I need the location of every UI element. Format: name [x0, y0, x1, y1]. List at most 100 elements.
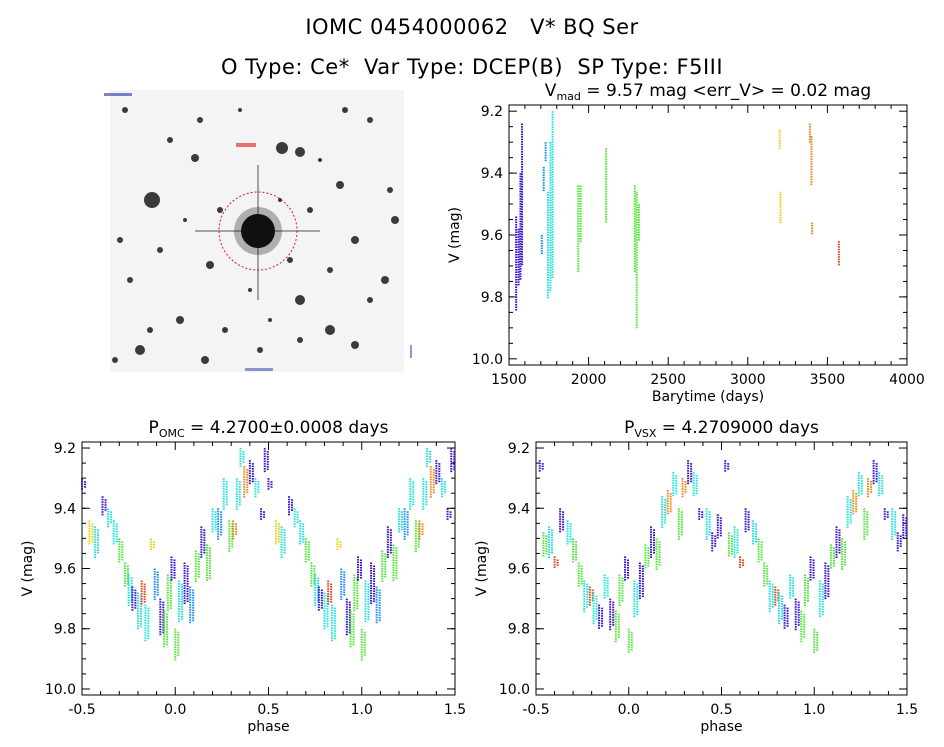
data-point-5-1b	[755, 540, 758, 543]
data-point-13-1	[794, 621, 797, 623]
data-point-2-0b	[550, 531, 553, 534]
data-point-13-1b	[797, 624, 800, 626]
data-point-33-1b	[905, 529, 908, 532]
data-point-11-0	[598, 607, 601, 609]
data-point-32-1	[426, 460, 429, 463]
data-point-1-1b	[277, 525, 280, 528]
data-point-22-1	[375, 604, 378, 606]
data-point-23-1b	[849, 501, 852, 504]
data-point-16-1	[349, 645, 352, 648]
data-point-26-1b	[866, 533, 869, 536]
data-point-37-1	[450, 450, 453, 453]
data-point-7	[547, 199, 550, 201]
data-point-36-0b	[263, 513, 266, 516]
x-axis-label: Barytime (days)	[652, 389, 764, 405]
data-point-14-0b	[617, 626, 620, 628]
data-point-18-1	[357, 578, 360, 581]
data-point-22-1	[841, 565, 844, 568]
data-point-7-1b	[313, 582, 316, 585]
data-point-1-1	[274, 535, 277, 537]
data-point-12	[605, 210, 608, 213]
data-point-36-1b	[449, 516, 452, 518]
data-point-37-0	[263, 460, 266, 463]
data-point-13	[633, 232, 636, 235]
data-point-34-1b	[438, 465, 441, 468]
data-point-33-1	[429, 476, 432, 478]
data-point-24-1	[386, 526, 389, 528]
data-point-33-1b	[432, 476, 435, 479]
data-point-31-1	[422, 485, 425, 488]
data-point-1-0	[542, 537, 545, 539]
data-point-2-1	[280, 538, 283, 541]
data-point-24-0	[666, 490, 669, 492]
data-point-7-1	[310, 577, 313, 580]
data-point-16-1	[809, 571, 812, 574]
data-point-34-0b	[251, 468, 254, 470]
data-point-12-1	[330, 614, 333, 617]
data-point-21	[837, 261, 840, 263]
data-point-31-1b	[894, 523, 897, 526]
data-point-15	[637, 216, 640, 219]
data-point-25-0b	[675, 487, 678, 490]
data-point-20-0b	[180, 606, 183, 608]
data-point-31-1	[422, 500, 425, 503]
data-point-9	[551, 118, 554, 121]
data-point-7	[547, 261, 550, 264]
data-point-14	[635, 246, 638, 249]
data-point-28-0	[687, 480, 690, 482]
data-point-9-0	[588, 599, 591, 601]
data-point-21-1	[370, 562, 373, 565]
data-point-32-0	[711, 537, 714, 539]
data-point-16-1	[809, 561, 812, 564]
data-point-1-0	[88, 525, 91, 527]
data-point-28-1b	[412, 498, 415, 501]
data-point-9	[551, 151, 554, 153]
data-point-1-0b	[91, 525, 94, 528]
data-point-15-1b	[806, 587, 809, 590]
data-point-5-0	[112, 522, 115, 525]
data-point-14	[635, 321, 638, 324]
data-point-27-1b	[870, 491, 873, 493]
data-point-16-1b	[812, 559, 815, 562]
data-point-8	[549, 197, 552, 199]
data-point-14-0	[153, 593, 156, 596]
data-point-22-0	[189, 589, 192, 591]
data-point-27-1b	[870, 483, 873, 486]
data-point-8-0	[127, 597, 130, 599]
data-point-33-1	[429, 466, 432, 468]
data-point-10-1b	[781, 595, 784, 598]
data-point-10-0	[592, 610, 595, 612]
data-point-23-0b	[664, 511, 667, 514]
data-point-4-0	[107, 518, 110, 520]
data-point-8-1b	[771, 606, 774, 608]
data-point-6-0b	[575, 553, 578, 556]
data-point-10	[577, 202, 580, 205]
data-point-32-0	[239, 448, 242, 450]
data-point-14-1b	[803, 623, 806, 626]
data-point-15	[637, 206, 640, 209]
data-point-8-0	[583, 608, 586, 610]
data-point-18-1b	[360, 566, 363, 569]
data-point-32-0b	[242, 453, 245, 456]
data-point-23-0	[661, 498, 664, 501]
data-point-18-1	[357, 573, 360, 576]
data-point-11-0	[140, 595, 143, 598]
data-point-17-0	[166, 599, 169, 602]
data-point-23-0b	[197, 565, 200, 568]
data-point-30-0b	[701, 511, 704, 513]
data-point-9	[551, 166, 554, 168]
data-point-10	[577, 237, 580, 240]
data-point-8	[549, 199, 552, 202]
data-point-7	[547, 256, 550, 259]
data-point-7	[547, 251, 550, 254]
data-point-31-1	[891, 535, 894, 538]
data-point-32-0b	[242, 451, 245, 453]
data-point-12-0b	[147, 610, 150, 612]
data-point-7-0	[577, 584, 580, 587]
data-point-7	[547, 241, 550, 244]
data-point-37-0b	[266, 456, 269, 458]
data-point-3	[521, 213, 524, 216]
data-point-7	[547, 244, 550, 246]
data-point-25-0b	[208, 554, 211, 557]
data-point-17-0b	[169, 582, 172, 585]
